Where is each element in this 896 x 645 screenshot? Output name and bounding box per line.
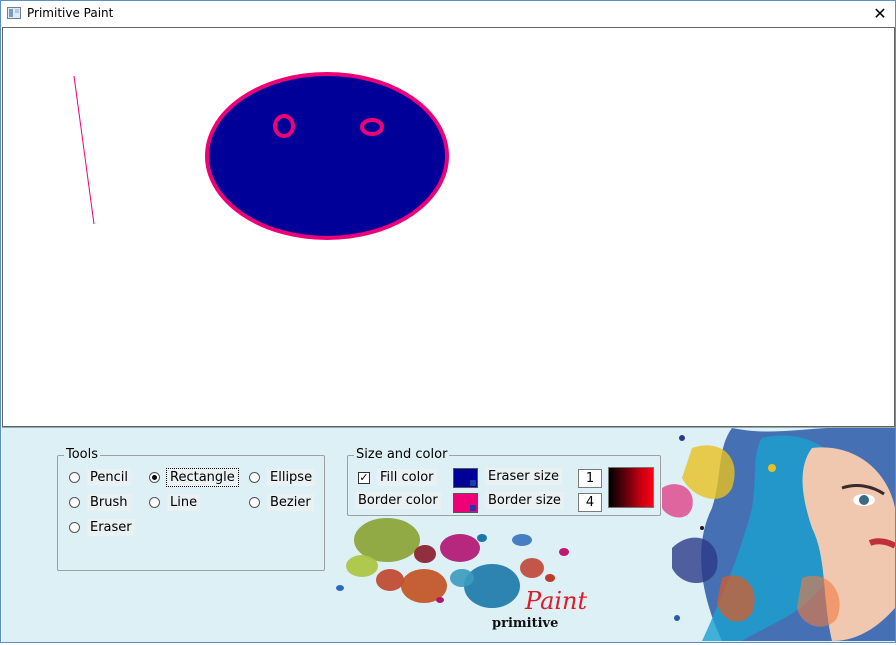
tools-group: Tools Pencil Rectangle Ellipse Brush Lin… xyxy=(57,447,325,571)
fill-color-checkbox[interactable]: ✓ Fill color xyxy=(358,469,437,486)
checkbox-checked: ✓ xyxy=(358,470,370,484)
drawn-ellipse-face xyxy=(205,72,449,240)
fill-color-label: Fill color xyxy=(377,469,437,486)
tool-rectangle-radio[interactable]: Rectangle xyxy=(149,468,239,487)
radio-indicator xyxy=(69,472,80,483)
close-button[interactable]: ✕ xyxy=(865,1,895,26)
tool-brush-radio[interactable]: Brush xyxy=(69,494,131,511)
tool-rectangle-label: Rectangle xyxy=(166,468,239,487)
tool-line-label: Line xyxy=(167,494,201,511)
radio-indicator xyxy=(69,522,80,533)
app-icon xyxy=(7,7,21,19)
radio-indicator xyxy=(69,497,80,508)
window-title: Primitive Paint xyxy=(27,6,114,20)
radio-indicator-selected xyxy=(149,472,160,483)
drawn-line xyxy=(73,75,95,225)
border-size-input[interactable]: 4 xyxy=(578,493,602,512)
eraser-size-label: Eraser size xyxy=(485,468,562,485)
drawing-canvas[interactable] xyxy=(2,27,895,427)
color-preview-box xyxy=(608,467,654,508)
drawn-ellipse-left-eye xyxy=(273,114,295,138)
tools-group-title: Tools xyxy=(64,447,101,463)
border-color-swatch[interactable] xyxy=(453,493,478,513)
tool-ellipse-label: Ellipse xyxy=(267,469,316,486)
tool-pencil-label: Pencil xyxy=(87,469,131,486)
portrait-artwork xyxy=(662,426,896,641)
size-color-group-title: Size and color xyxy=(354,447,450,463)
tool-eraser-radio[interactable]: Eraser xyxy=(69,519,135,536)
tool-bezier-label: Bezier xyxy=(267,494,314,511)
control-panel: Tools Pencil Rectangle Ellipse Brush Lin… xyxy=(2,426,896,642)
tool-bezier-radio[interactable]: Bezier xyxy=(249,494,314,511)
fill-color-swatch[interactable] xyxy=(453,468,478,488)
border-size-label: Border size xyxy=(485,492,564,509)
tool-brush-label: Brush xyxy=(87,494,131,511)
canvas-drawing xyxy=(73,72,449,240)
eraser-size-input[interactable]: 1 xyxy=(578,469,602,488)
logo-primitive-text: primitive xyxy=(492,616,559,631)
radio-indicator xyxy=(249,472,260,483)
logo-graphic xyxy=(336,518,569,608)
tool-line-radio[interactable]: Line xyxy=(149,494,201,511)
tool-pencil-radio[interactable]: Pencil xyxy=(69,469,131,486)
size-color-group: Size and color ✓ Fill color Border color… xyxy=(347,447,661,516)
tool-ellipse-radio[interactable]: Ellipse xyxy=(249,469,316,486)
title-bar[interactable]: Primitive Paint ✕ xyxy=(1,1,895,26)
close-icon: ✕ xyxy=(873,4,887,23)
drawn-ellipse-right-eye xyxy=(360,118,384,136)
tool-eraser-label: Eraser xyxy=(87,519,135,536)
logo-paint-text: Paint xyxy=(525,587,588,615)
radio-indicator xyxy=(149,497,160,508)
paint-logo: Paint primitive xyxy=(332,518,592,638)
portrait-artwork-graphic xyxy=(662,426,896,641)
radio-indicator xyxy=(249,497,260,508)
border-color-label: Border color xyxy=(355,492,441,509)
